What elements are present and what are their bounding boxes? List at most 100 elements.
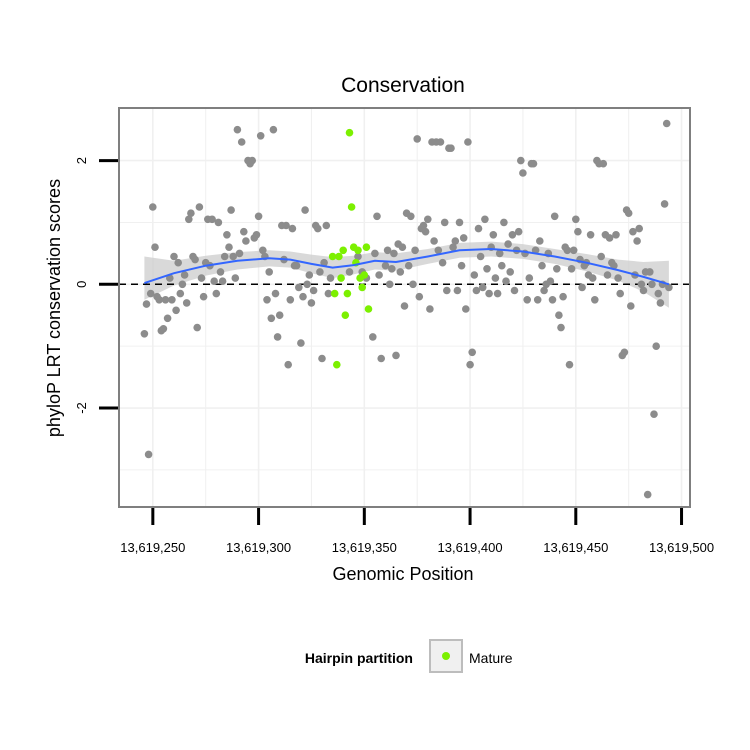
data-point bbox=[210, 277, 218, 286]
data-point bbox=[599, 159, 608, 168]
data-point bbox=[231, 274, 240, 282]
data-point bbox=[468, 348, 477, 357]
data-point bbox=[643, 490, 652, 499]
data-point bbox=[419, 221, 428, 230]
data-point bbox=[303, 280, 312, 289]
legend-key-mature bbox=[442, 652, 450, 660]
data-point bbox=[438, 258, 447, 267]
data-point bbox=[345, 268, 354, 276]
data-point bbox=[172, 306, 180, 315]
data-point bbox=[478, 283, 487, 292]
data-point bbox=[502, 277, 510, 286]
data-point bbox=[498, 261, 506, 270]
data-point bbox=[519, 169, 527, 177]
data-point bbox=[633, 237, 641, 245]
data-point bbox=[369, 333, 377, 341]
data-point-mature bbox=[339, 246, 348, 255]
data-point bbox=[216, 268, 225, 276]
data-point-mature bbox=[354, 246, 362, 255]
data-point bbox=[297, 339, 305, 347]
data-point bbox=[267, 314, 276, 323]
data-point bbox=[411, 246, 419, 255]
data-point bbox=[271, 289, 280, 298]
data-point bbox=[546, 277, 555, 286]
data-point bbox=[398, 243, 407, 251]
data-point bbox=[275, 311, 284, 320]
data-point bbox=[614, 274, 622, 282]
data-point bbox=[282, 221, 290, 230]
data-point bbox=[548, 296, 557, 304]
data-point bbox=[553, 265, 561, 273]
data-point bbox=[574, 227, 582, 236]
data-point bbox=[407, 212, 415, 221]
data-point bbox=[440, 218, 449, 227]
data-point bbox=[660, 200, 669, 208]
data-point bbox=[248, 156, 256, 165]
data-point bbox=[474, 224, 483, 233]
legend-title: Hairpin partition bbox=[305, 650, 413, 666]
data-point bbox=[400, 302, 409, 310]
data-point bbox=[591, 296, 599, 304]
data-point bbox=[457, 261, 466, 270]
x-tick-label: 13,619,300 bbox=[226, 540, 291, 555]
data-point bbox=[620, 348, 629, 357]
x-tick-label: 13,619,350 bbox=[332, 540, 397, 555]
data-point-mature bbox=[333, 360, 341, 369]
data-point bbox=[665, 283, 673, 292]
data-point bbox=[656, 299, 665, 307]
data-point bbox=[654, 289, 663, 298]
data-point bbox=[616, 289, 624, 298]
x-axis-title: Genomic Position bbox=[332, 564, 473, 584]
data-point bbox=[597, 252, 605, 261]
data-point bbox=[199, 292, 208, 301]
data-point bbox=[443, 286, 451, 295]
data-point bbox=[612, 231, 620, 239]
data-point bbox=[227, 206, 235, 214]
data-point-mature bbox=[358, 283, 367, 292]
data-point bbox=[354, 252, 362, 261]
data-point bbox=[495, 249, 504, 258]
data-point bbox=[533, 296, 542, 304]
data-point bbox=[223, 231, 231, 239]
data-point bbox=[464, 138, 472, 146]
data-point bbox=[295, 283, 303, 292]
data-point bbox=[140, 330, 149, 338]
data-point bbox=[180, 271, 189, 279]
data-point bbox=[563, 246, 572, 255]
data-point bbox=[434, 246, 443, 255]
data-point bbox=[523, 296, 531, 304]
data-point bbox=[481, 215, 489, 224]
data-point bbox=[256, 132, 265, 140]
data-point bbox=[637, 280, 646, 289]
data-point bbox=[483, 265, 491, 273]
data-point bbox=[396, 268, 405, 276]
data-point bbox=[155, 296, 163, 304]
data-point bbox=[451, 237, 460, 245]
data-point bbox=[307, 299, 316, 307]
data-point bbox=[586, 231, 595, 239]
data-point bbox=[424, 215, 432, 224]
data-point bbox=[588, 274, 597, 282]
data-point-mature bbox=[347, 203, 356, 211]
data-point bbox=[555, 311, 563, 320]
data-point bbox=[404, 261, 413, 270]
data-point bbox=[229, 252, 237, 261]
x-axis: 13,619,250 13,619,300 13,619,350 13,619,400… bbox=[120, 508, 714, 555]
data-point bbox=[187, 209, 195, 217]
data-point-mature bbox=[335, 252, 343, 261]
data-point bbox=[299, 292, 307, 301]
data-point bbox=[639, 286, 648, 295]
data-point bbox=[578, 283, 586, 292]
data-point bbox=[517, 156, 525, 165]
data-point bbox=[324, 289, 333, 298]
data-point bbox=[536, 237, 544, 245]
data-point bbox=[146, 289, 155, 298]
smooth-line bbox=[144, 247, 670, 286]
data-point bbox=[470, 271, 479, 279]
data-point-mature bbox=[364, 305, 373, 313]
data-point bbox=[265, 268, 274, 276]
data-point bbox=[392, 351, 400, 360]
data-point bbox=[485, 289, 493, 298]
data-point bbox=[557, 323, 565, 332]
data-point bbox=[371, 249, 379, 258]
